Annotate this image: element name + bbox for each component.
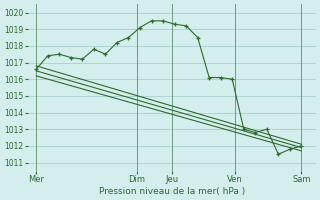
X-axis label: Pression niveau de la mer( hPa ): Pression niveau de la mer( hPa ) (99, 187, 245, 196)
